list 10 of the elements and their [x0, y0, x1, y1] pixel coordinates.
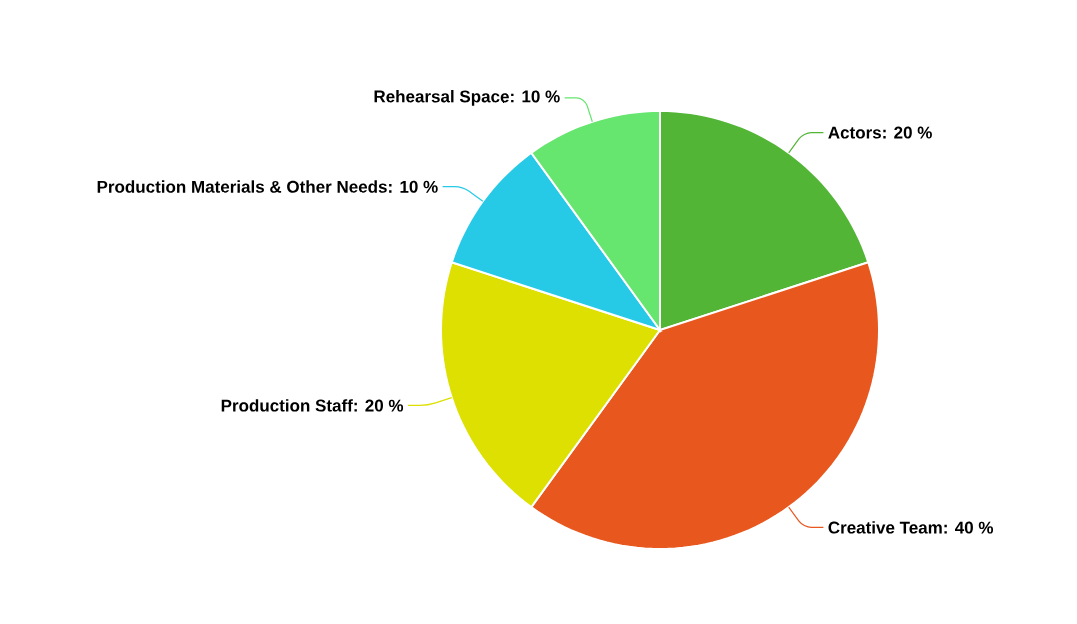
- slice-label: Creative Team: [828, 521, 942, 534]
- data-label: : 20 %: [883, 126, 932, 139]
- data-label: : 10 %: [511, 90, 560, 103]
- slice-label: Production Materials & Other Needs: [97, 180, 387, 193]
- slice-label: Actors: [828, 126, 881, 139]
- slice-label: Production Staff: [221, 399, 353, 412]
- data-label: : 40 %: [944, 521, 994, 534]
- data-label: : 20 %: [354, 399, 404, 412]
- data-label: : 10 %: [389, 180, 438, 193]
- slice-label: Rehearsal Space: [374, 89, 509, 106]
